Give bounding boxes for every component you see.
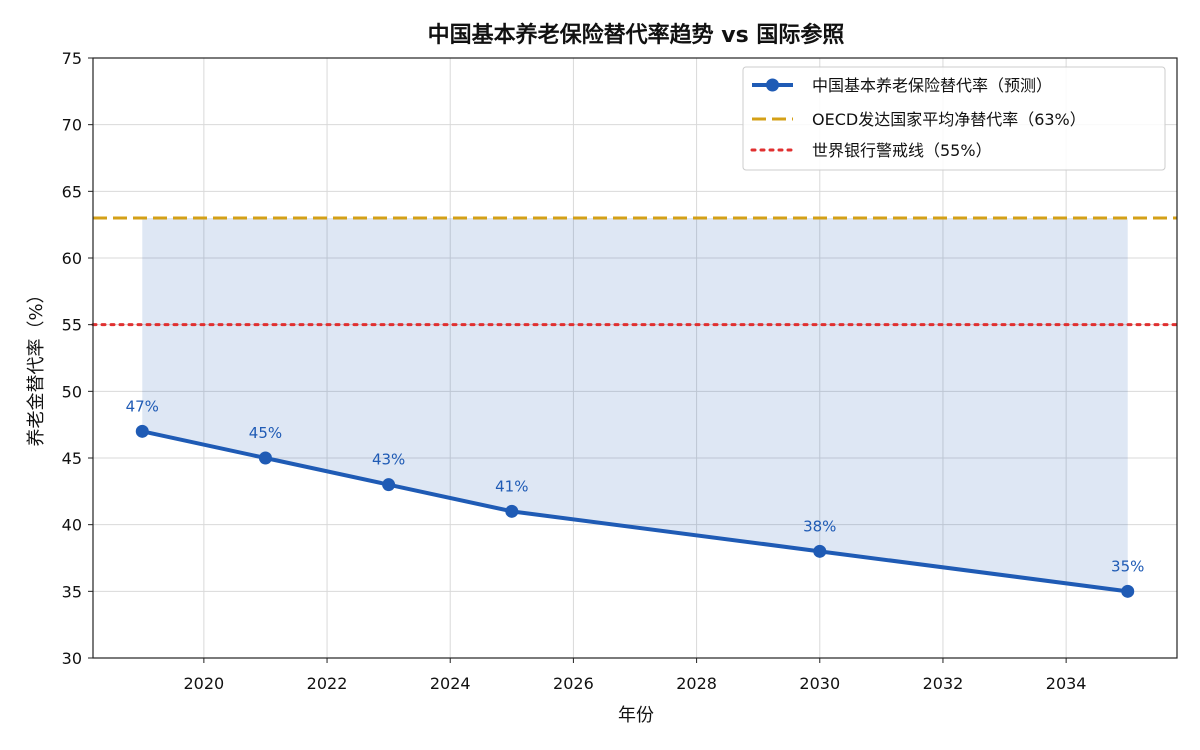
y-axis-ticks: 30 35 40 45 50 55 60 65 70 75 [62, 49, 93, 668]
y-tick-label: 60 [62, 249, 82, 268]
data-point [1121, 584, 1135, 598]
y-tick-label: 45 [62, 449, 82, 468]
data-label: 47% [126, 397, 159, 415]
y-tick-label: 50 [62, 382, 82, 401]
x-axis-ticks: 2020 2022 2024 2026 2028 2030 2032 2034 [184, 658, 1087, 693]
data-label: 35% [1111, 557, 1144, 575]
x-tick-label: 2032 [923, 674, 964, 693]
series-line [141, 429, 1128, 594]
y-tick-label: 65 [62, 182, 82, 201]
data-point [505, 504, 519, 518]
x-tick-label: 2020 [184, 674, 225, 693]
x-tick-label: 2026 [553, 674, 594, 693]
chart-title: 中国基本养老保险替代率趋势 vs 国际参照 [428, 22, 845, 48]
legend-box [742, 66, 1166, 171]
legend-label-reference-0: OECD发达国家平均净替代率（63%） [812, 110, 1086, 129]
y-tick-label: 70 [62, 116, 82, 135]
x-tick-label: 2034 [1046, 674, 1087, 693]
data-point [382, 478, 396, 492]
data-label: 45% [249, 424, 282, 442]
x-tick-label: 2022 [307, 674, 348, 693]
y-axis-title: 养老金替代率（%） [26, 285, 47, 446]
y-tick-label: 75 [62, 49, 82, 68]
legend: 中国基本养老保险替代率（预测） OECD发达国家平均净替代率（63%） 世界银行警戒… [742, 66, 1166, 171]
gap-fill-area [142, 218, 1128, 592]
data-point [135, 424, 149, 438]
y-tick-label: 40 [62, 516, 82, 535]
x-tick-label: 2030 [799, 674, 840, 693]
data-label: 41% [495, 477, 528, 495]
x-tick-label: 2024 [430, 674, 471, 693]
legend-marker [766, 78, 779, 92]
gap-fill-polygon [142, 218, 1128, 592]
reference-lines [91, 216, 1179, 327]
x-tick-label: 2028 [676, 674, 717, 693]
y-tick-label: 35 [62, 582, 82, 601]
y-tick-label: 55 [62, 316, 82, 335]
data-point [258, 451, 272, 465]
data-point [813, 544, 827, 558]
x-axis-title: 年份 [618, 705, 654, 726]
data-label: 38% [803, 517, 836, 535]
y-tick-label: 30 [62, 649, 82, 668]
series-layer: 47% 45% 43% 41% 38% 35% [126, 397, 1144, 598]
plot-frame [92, 57, 1178, 659]
legend-label-series: 中国基本养老保险替代率（预测） [812, 76, 1052, 95]
legend-label-reference-1: 世界银行警戒线（55%） [812, 141, 992, 160]
data-label: 43% [372, 451, 405, 469]
